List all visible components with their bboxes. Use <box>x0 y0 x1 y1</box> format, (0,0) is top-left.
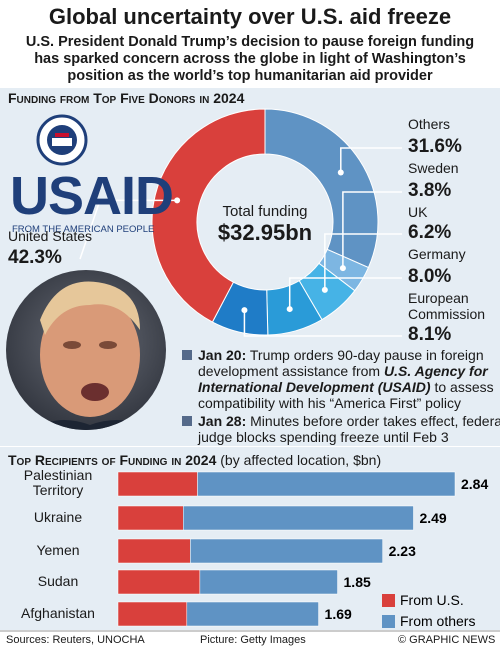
timeline-date: Jan 28: <box>198 413 247 429</box>
bar-segment <box>117 471 198 497</box>
subtitle: U.S. President Donald Trump’s decision t… <box>25 34 475 84</box>
donut-value: 3.8% <box>408 180 452 201</box>
brand: © GRAPHIC NEWS <box>398 634 496 646</box>
donut-label: European Commission <box>408 290 486 322</box>
donut-value: 42.3% <box>8 247 62 268</box>
leader-dot <box>241 307 248 314</box>
bar-segment <box>190 538 383 564</box>
category-label: Afghanistan <box>21 605 95 621</box>
category-label: Sudan <box>37 573 79 589</box>
donut-title: Funding from Top Five Donors in 2024 <box>8 90 245 106</box>
credit: Picture: Getty Images <box>200 634 306 646</box>
donut-segment <box>151 108 266 323</box>
bar-segment <box>117 601 188 627</box>
leader-line <box>79 199 178 260</box>
donut-label: Sweden <box>408 160 459 176</box>
leader-dot <box>286 306 293 313</box>
timeline-text: to assess compatibility with his “Americ… <box>198 379 494 411</box>
leader-line <box>243 310 402 337</box>
donut-value: 8.0% <box>408 266 452 287</box>
category-label: Ukraine <box>33 509 83 525</box>
title: Global uncertainty over U.S. aid freeze <box>48 4 452 29</box>
bar-segment <box>117 538 191 564</box>
timeline-text: Minutes before order takes effect, feder… <box>198 413 500 445</box>
bar-total: 2.23 <box>389 543 416 559</box>
donut-label: UK <box>408 204 428 220</box>
donut-value: 6.2% <box>408 222 452 243</box>
bar-segment <box>117 569 201 595</box>
bar-total: 2.84 <box>461 476 488 492</box>
leader-line <box>340 147 402 173</box>
timeline-date: Jan 20: <box>198 347 247 363</box>
leader-line <box>324 233 402 290</box>
legend-swatch <box>382 615 395 628</box>
usaid-seal <box>36 114 88 166</box>
category-label: Palestinian Territory <box>23 467 93 498</box>
donut-label: United States <box>8 228 93 244</box>
leader-dot <box>339 265 346 272</box>
leader-line <box>342 191 402 269</box>
center-value: $32.95bn <box>217 220 313 245</box>
donut-value: 8.1% <box>408 324 452 345</box>
bar-heading: Top Recipients of Funding in 2024 (by af… <box>8 452 381 468</box>
timeline-entry: Jan 20: Trump orders 90-day pause in for… <box>180 347 500 411</box>
photo <box>6 270 166 430</box>
logo-tagline: FROM THE AMERICAN PEOPLE <box>12 224 155 235</box>
bar-total: 1.85 <box>344 574 371 590</box>
legend-label: From others <box>400 613 475 629</box>
legend-label: From U.S. <box>400 592 464 608</box>
donut-label: Others <box>408 116 451 132</box>
bar-segment <box>199 569 338 595</box>
timeline-text: Trump orders 90-day pause in foreign dev… <box>198 347 484 379</box>
donut-value: 31.6% <box>408 136 462 157</box>
timeline-entry: Jan 28: Minutes before order takes effec… <box>180 413 500 445</box>
timeline-emphasis: U.S. Agency for International Developmen… <box>198 363 488 395</box>
bar-segment <box>197 471 456 497</box>
logo-name: USAID <box>10 166 174 226</box>
center-label: Total funding <box>222 203 308 220</box>
bar-segment <box>117 505 184 531</box>
source: Sources: Reuters, UNOCHA <box>6 634 145 646</box>
leader-dot <box>174 197 181 204</box>
bar-segment <box>183 505 414 531</box>
leader-dot <box>321 286 328 293</box>
bar-subtitle: (by affected location, $bn) <box>220 452 382 468</box>
legend-swatch <box>382 594 395 607</box>
bar-total: 2.49 <box>419 510 446 526</box>
bar-title: Top Recipients of Funding in 2024 <box>8 452 217 468</box>
bar-total: 1.69 <box>325 606 352 622</box>
leader-dot <box>337 169 344 176</box>
donut-label: Germany <box>408 246 466 262</box>
leader-line <box>288 277 402 310</box>
bar-segment <box>186 601 319 627</box>
category-label: Yemen <box>36 542 80 558</box>
